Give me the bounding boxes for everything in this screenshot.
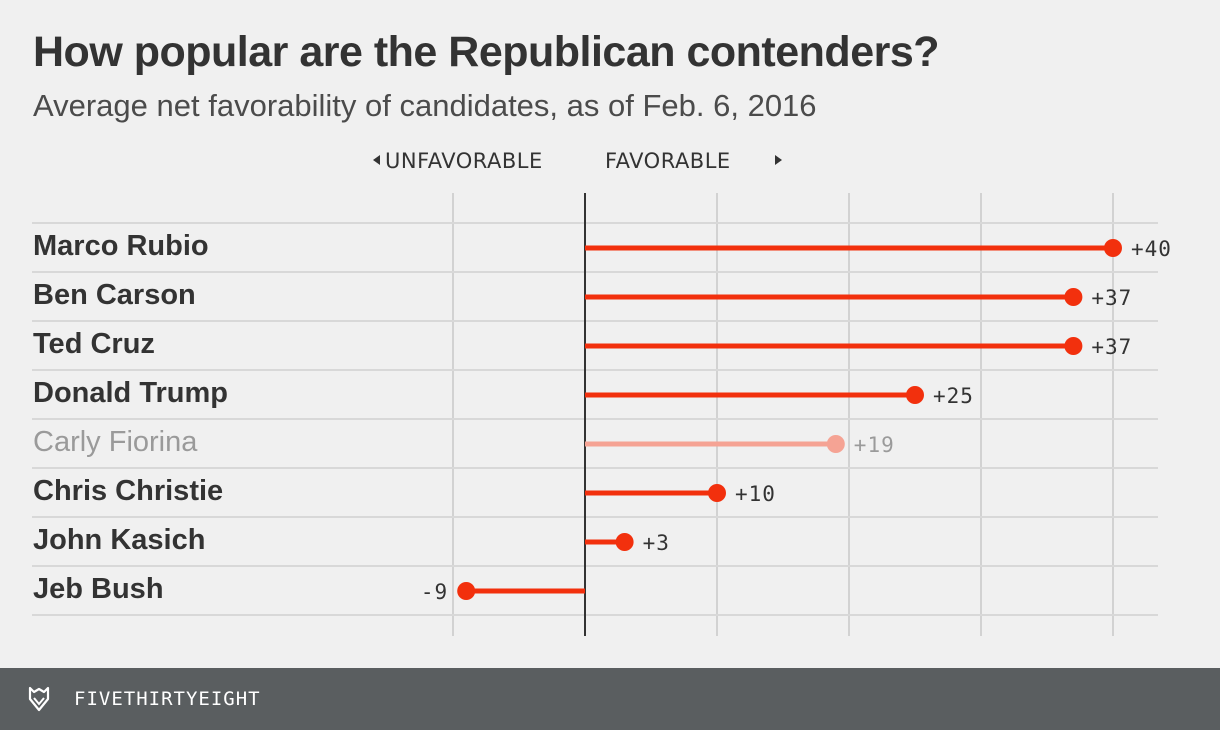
data-label: +19 bbox=[854, 433, 895, 457]
arrow-left-icon bbox=[373, 155, 380, 165]
arrow-right-icon bbox=[775, 155, 782, 165]
category-label: Marco Rubio bbox=[33, 230, 209, 262]
category-label: Carly Fiorina bbox=[33, 426, 198, 458]
chart-area: UNFAVORABLE FAVORABLE Marco Rubio +40 Ben Ca… bbox=[32, 149, 1172, 636]
data-label: +40 bbox=[1131, 237, 1172, 261]
category-label: Jeb Bush bbox=[33, 573, 164, 605]
data-label: +37 bbox=[1091, 286, 1132, 310]
data-label: +3 bbox=[643, 531, 670, 555]
bar-dot bbox=[1064, 288, 1083, 306]
category-label: Chris Christie bbox=[33, 475, 223, 507]
footer-bar: FIVETHIRTYEIGHT bbox=[0, 668, 1220, 730]
bar-dot bbox=[615, 533, 634, 551]
brand-name: FIVETHIRTYEIGHT bbox=[74, 688, 261, 710]
fivethirtyeight-fox-icon bbox=[28, 686, 50, 712]
unfavorable-label: UNFAVORABLE bbox=[385, 149, 543, 173]
favorable-label: FAVORABLE bbox=[605, 149, 731, 173]
chart-subtitle: Average net favorability of candidates, … bbox=[33, 88, 817, 123]
category-label: John Kasich bbox=[33, 524, 205, 556]
data-label: +37 bbox=[1091, 335, 1132, 359]
category-label: Donald Trump bbox=[33, 377, 228, 409]
data-label: +25 bbox=[933, 384, 974, 408]
category-label: Ben Carson bbox=[33, 279, 196, 311]
data-label: +10 bbox=[735, 482, 776, 506]
bar-dot bbox=[826, 435, 845, 453]
bar-dot bbox=[708, 484, 726, 502]
bar-dot bbox=[906, 386, 924, 404]
chart-title: How popular are the Republican contender… bbox=[33, 28, 940, 76]
data-label: -9 bbox=[421, 580, 448, 604]
bar-dot bbox=[1104, 239, 1122, 257]
bar-dot bbox=[1064, 337, 1083, 355]
bar-dot bbox=[457, 582, 476, 600]
category-label: Ted Cruz bbox=[33, 328, 155, 360]
